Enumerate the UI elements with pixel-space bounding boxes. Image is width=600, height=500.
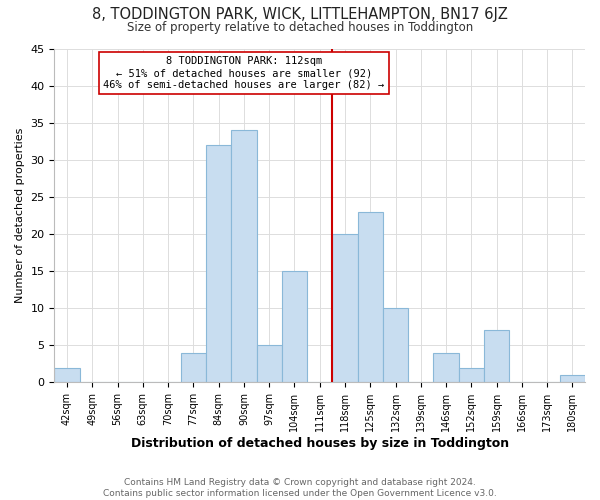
Bar bbox=[206, 146, 231, 382]
Bar bbox=[257, 346, 282, 383]
Bar bbox=[560, 375, 585, 382]
Bar bbox=[231, 130, 257, 382]
Text: 8, TODDINGTON PARK, WICK, LITTLEHAMPTON, BN17 6JZ: 8, TODDINGTON PARK, WICK, LITTLEHAMPTON,… bbox=[92, 8, 508, 22]
Bar bbox=[433, 352, 458, 382]
Text: Contains HM Land Registry data © Crown copyright and database right 2024.
Contai: Contains HM Land Registry data © Crown c… bbox=[103, 478, 497, 498]
Y-axis label: Number of detached properties: Number of detached properties bbox=[15, 128, 25, 304]
X-axis label: Distribution of detached houses by size in Toddington: Distribution of detached houses by size … bbox=[131, 437, 509, 450]
Bar bbox=[383, 308, 408, 382]
Bar bbox=[181, 352, 206, 382]
Bar bbox=[282, 271, 307, 382]
Text: Size of property relative to detached houses in Toddington: Size of property relative to detached ho… bbox=[127, 21, 473, 34]
Text: 8 TODDINGTON PARK: 112sqm
← 51% of detached houses are smaller (92)
46% of semi-: 8 TODDINGTON PARK: 112sqm ← 51% of detac… bbox=[103, 56, 385, 90]
Bar bbox=[458, 368, 484, 382]
Bar bbox=[55, 368, 80, 382]
Bar bbox=[332, 234, 358, 382]
Bar bbox=[358, 212, 383, 382]
Bar bbox=[484, 330, 509, 382]
